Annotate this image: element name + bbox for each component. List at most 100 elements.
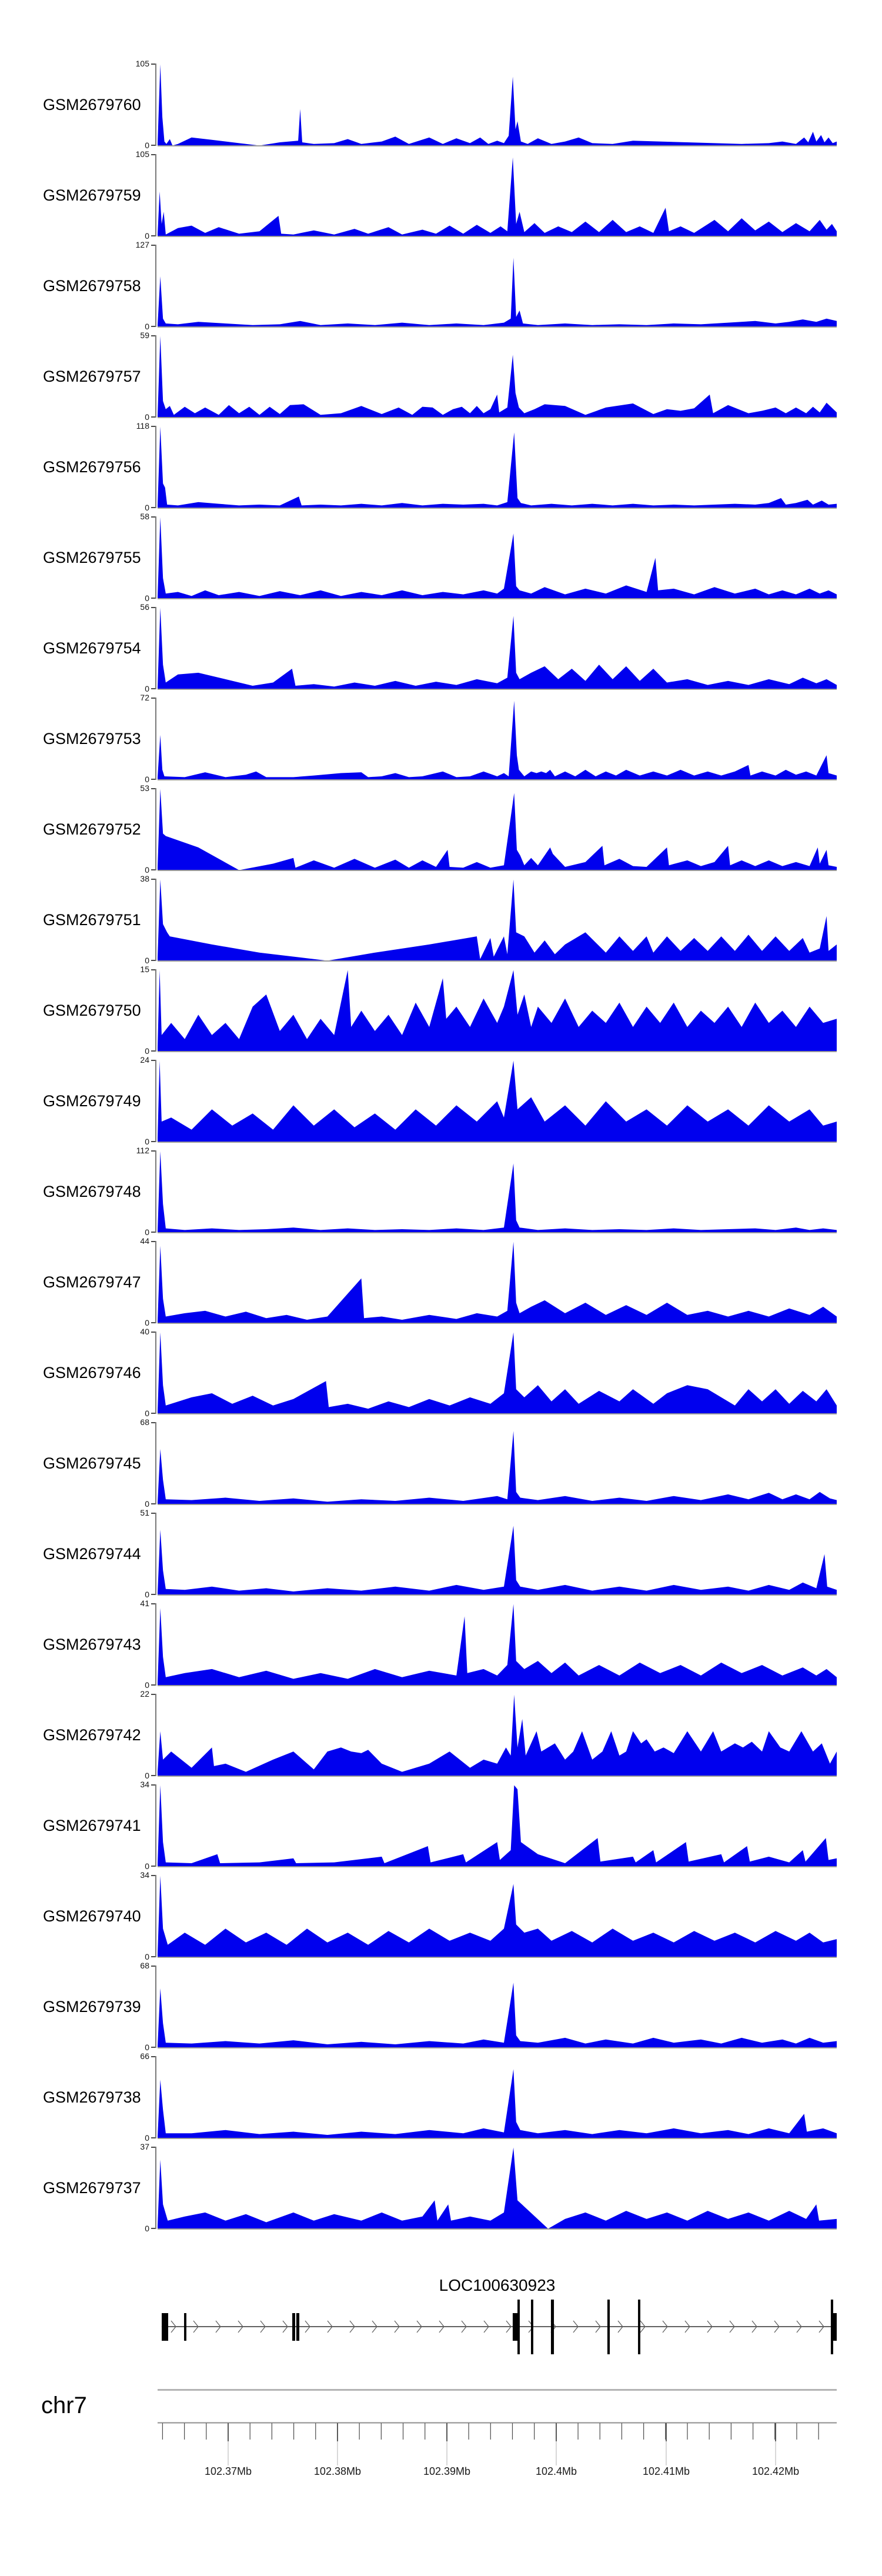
signal-area [158, 1983, 837, 2048]
track-baseline [158, 1232, 837, 1233]
strand-arrow-icon [506, 2320, 512, 2333]
signal-area [158, 1604, 837, 1686]
y-axis-zero-tick [151, 1775, 156, 1776]
gene-model [161, 2300, 837, 2354]
strand-arrow-icon [483, 2320, 489, 2333]
track-label: GSM2679745 [43, 1454, 141, 1472]
track-label: GSM2679738 [43, 2088, 141, 2106]
track-baseline [158, 2138, 837, 2139]
strand-arrow-icon [260, 2320, 266, 2333]
signal-polygon [158, 1151, 837, 1233]
data-track-row: GSM2679748 112 0 [0, 1146, 882, 1241]
data-track-row: GSM2679750 15 0 [0, 965, 882, 1060]
data-track-row: GSM2679755 58 0 [0, 512, 882, 607]
track-label: GSM2679759 [43, 186, 141, 204]
strand-arrow-icon [193, 2320, 199, 2333]
y-axis-zero-label: 0 [145, 1318, 149, 1327]
signal-polygon [158, 1876, 837, 1957]
signal-area [158, 1526, 837, 1595]
y-axis-line [155, 698, 156, 780]
y-axis-top-tick [151, 154, 156, 155]
y-axis-max-label: 51 [140, 1508, 149, 1517]
data-track-row: GSM2679754 56 0 [0, 603, 882, 698]
y-axis-max-label: 72 [140, 693, 149, 702]
y-axis-zero-tick [151, 416, 156, 418]
y-axis-top-tick [151, 2056, 156, 2057]
strand-arrow-icon [372, 2320, 377, 2333]
signal-area [158, 157, 837, 236]
y-axis-zero-label: 0 [145, 141, 149, 150]
y-axis-top-tick [151, 1784, 156, 1786]
exon-coding-box [517, 2300, 520, 2354]
signal-area [158, 1785, 837, 1867]
data-track-row: GSM2679759 105 0 [0, 150, 882, 245]
track-label: GSM2679755 [43, 548, 141, 566]
data-track-row: GSM2679753 72 0 [0, 693, 882, 788]
y-axis-zero-label: 0 [145, 1227, 149, 1237]
axis-tick-labels: 102.37Mb 102.38Mb 102.39Mb 102.4Mb 102.41Mb 1… [0, 2465, 882, 2483]
y-axis-zero-label: 0 [145, 322, 149, 331]
data-track-row: GSM2679757 59 0 [0, 331, 882, 426]
signal-area [158, 970, 837, 1052]
y-axis-max-label: 112 [136, 1146, 149, 1155]
strand-arrow-icon [617, 2320, 623, 2333]
signal-polygon [158, 517, 837, 599]
track-label: GSM2679746 [43, 1363, 141, 1382]
signal-area [158, 1694, 837, 1776]
strand-arrow-icon [640, 2320, 646, 2333]
track-label: GSM2679756 [43, 458, 141, 476]
y-axis-max-label: 37 [140, 2142, 149, 2151]
y-axis-max-label: 66 [140, 2051, 149, 2061]
exon-coding-box [531, 2300, 533, 2354]
track-baseline [158, 960, 837, 962]
y-axis-line [155, 245, 156, 327]
track-baseline [158, 1776, 837, 1777]
track-baseline [158, 2228, 837, 2230]
signal-polygon [158, 879, 837, 961]
y-axis-top-tick [151, 1332, 156, 1333]
y-axis-top-tick [151, 607, 156, 608]
track-baseline [158, 1866, 837, 1867]
track-baseline [158, 1685, 837, 1686]
y-axis-line [155, 969, 156, 1052]
y-axis-zero-label: 0 [145, 2043, 149, 2052]
signal-area [158, 1151, 837, 1233]
y-axis-zero-tick [151, 1322, 156, 1323]
y-axis-zero-tick [151, 1413, 156, 1414]
axis-tick-label: 102.41Mb [642, 2465, 690, 2477]
signal-polygon [158, 1694, 837, 1776]
axis-line [158, 2422, 837, 2424]
track-label: GSM2679754 [43, 639, 141, 657]
y-axis-max-label: 58 [140, 512, 149, 521]
y-axis-top-tick [151, 245, 156, 246]
y-axis-max-label: 34 [140, 1780, 149, 1789]
chromosome-label: chr7 [41, 2393, 87, 2418]
y-axis-max-label: 34 [140, 1870, 149, 1880]
y-axis-line [155, 1784, 156, 1867]
strand-arrow-icon [707, 2320, 713, 2333]
y-axis-line [155, 426, 156, 508]
y-axis-max-label: 105 [135, 149, 149, 159]
y-axis-zero-tick [151, 507, 156, 508]
track-baseline [158, 1323, 837, 1324]
strand-arrow-icon [528, 2320, 534, 2333]
y-axis-line [155, 1694, 156, 1776]
strand-arrow-icon [684, 2320, 690, 2333]
signal-area [158, 258, 837, 327]
signal-polygon [158, 258, 837, 327]
y-axis-max-label: 68 [140, 1961, 149, 1970]
y-axis-zero-tick [151, 1141, 156, 1142]
y-axis-max-label: 53 [140, 783, 149, 793]
signal-polygon [158, 2147, 837, 2229]
data-track-row: GSM2679749 24 0 [0, 1056, 882, 1150]
y-axis-line [155, 2056, 156, 2138]
y-axis-zero-tick [151, 2137, 156, 2138]
y-axis-max-label: 56 [140, 602, 149, 612]
y-axis-line [155, 1060, 156, 1142]
track-baseline [158, 1413, 837, 1414]
y-axis-top-tick [151, 1966, 156, 1967]
y-axis-zero-label: 0 [145, 1046, 149, 1056]
y-axis-zero-tick [151, 326, 156, 327]
genome-axis [158, 2422, 837, 2465]
track-baseline [158, 1142, 837, 1143]
